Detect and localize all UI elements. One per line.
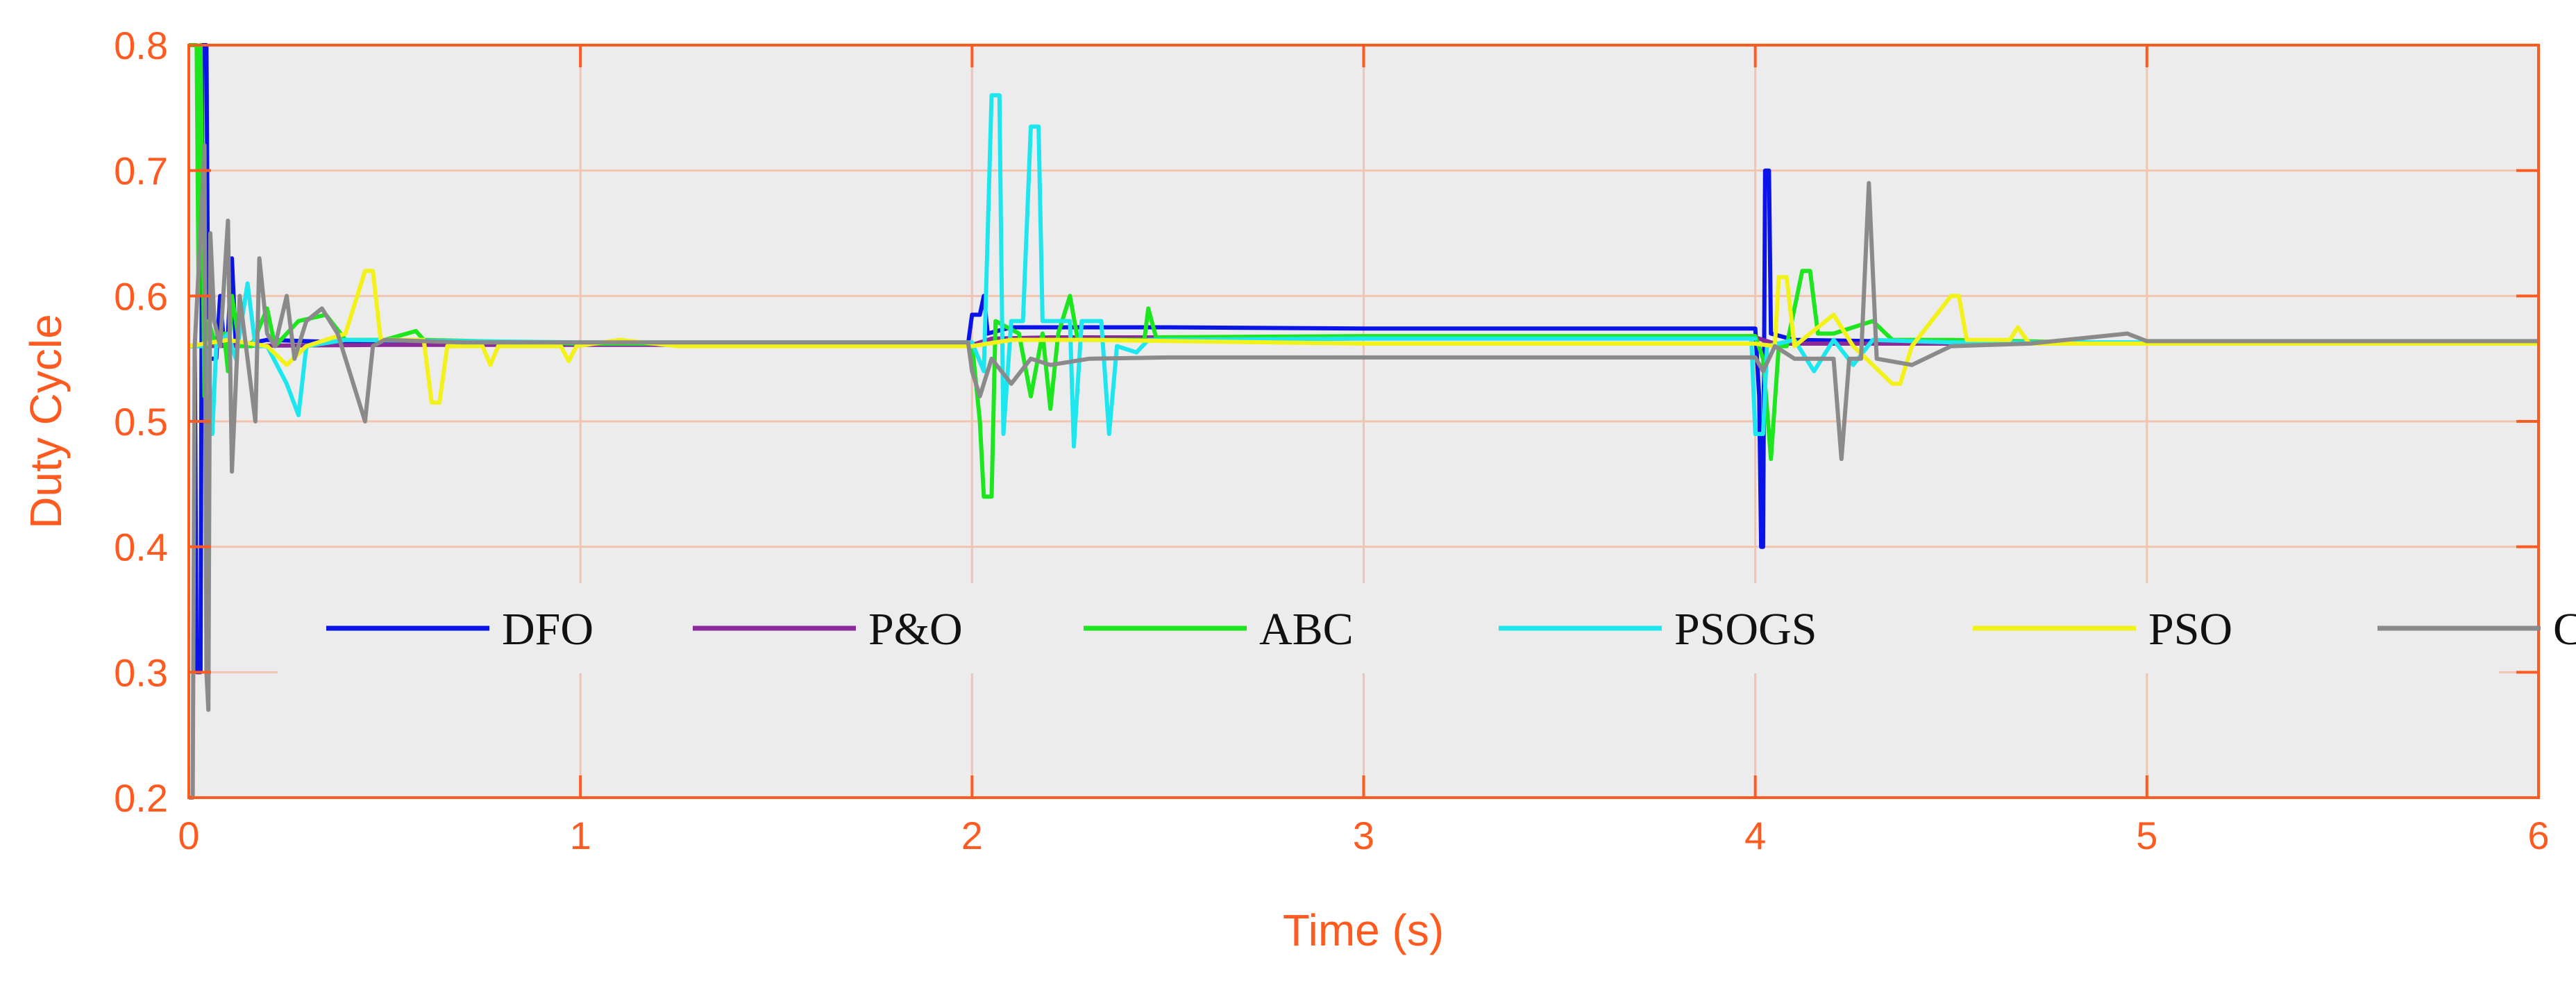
y-axis-title: Duty Cycle: [21, 314, 71, 528]
legend: DFO P&O ABC PSOGS PSO CS: [278, 583, 2576, 673]
series-line-pso: [188, 269, 2539, 405]
x-tick-labels: 0 1 2 3 4 5 6: [178, 814, 2549, 857]
legend-label-cs: CS: [2553, 604, 2576, 655]
x-tick-label: 6: [2527, 814, 2549, 857]
y-tick-label: 0.2: [114, 776, 168, 820]
x-tick-label: 4: [1744, 814, 1766, 857]
legend-label-abc: ABC: [1259, 604, 1354, 655]
legend-label-dfo: DFO: [502, 604, 594, 655]
x-tick-label: 5: [2136, 814, 2157, 857]
y-tick-label: 0.4: [114, 526, 168, 569]
axes: [187, 44, 2540, 799]
x-axis-title: Time (s): [1283, 905, 1444, 955]
y-tick-label: 0.6: [114, 274, 168, 318]
legend-label-p-o: P&O: [868, 604, 963, 655]
x-tick-label: 0: [178, 814, 199, 857]
x-tick-label: 3: [1353, 814, 1374, 857]
y-tick-label: 0.7: [114, 149, 168, 193]
y-tick-label: 0.5: [114, 400, 168, 444]
y-tick-label: 0.3: [114, 650, 168, 694]
series-lines: [188, 43, 2539, 800]
series-line-cs: [189, 143, 2539, 800]
y-tick-label: 0.8: [114, 24, 168, 67]
legend-label-pso: PSO: [2148, 604, 2232, 655]
y-tick-labels: 0.2 0.3 0.4 0.5 0.6 0.7 0.8: [114, 24, 168, 820]
x-tick-label: 1: [570, 814, 591, 857]
legend-label-psogs: PSOGS: [1674, 604, 1817, 655]
x-tick-label: 2: [961, 814, 983, 857]
